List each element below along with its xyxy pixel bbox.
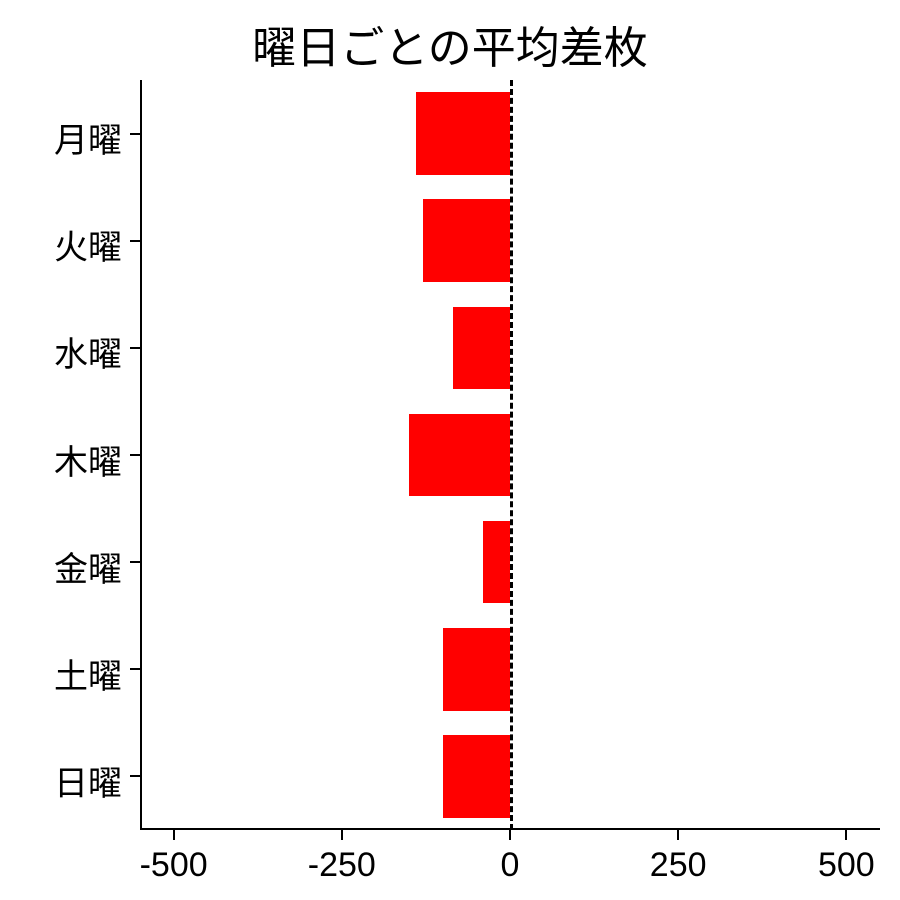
bar — [453, 307, 510, 390]
chart-container: 曜日ごとの平均差枚 月曜火曜水曜木曜金曜土曜日曜-500-2500250500 — [0, 0, 900, 900]
x-tick-label: 500 — [786, 846, 900, 885]
x-tick-label: 250 — [618, 846, 738, 885]
bar — [483, 521, 510, 604]
bar — [423, 199, 510, 282]
plot-area: 月曜火曜水曜木曜金曜土曜日曜-500-2500250500 — [140, 80, 880, 830]
y-tick-label: 水曜 — [2, 327, 122, 376]
x-tick-label: -500 — [114, 846, 234, 885]
y-tick — [130, 454, 140, 456]
bar — [443, 628, 510, 711]
y-tick — [130, 775, 140, 777]
x-tick-label: -250 — [282, 846, 402, 885]
chart-title: 曜日ごとの平均差枚 — [0, 12, 900, 76]
x-tick — [173, 830, 175, 840]
y-tick-label: 金曜 — [2, 542, 122, 591]
y-tick-label: 土曜 — [2, 649, 122, 698]
bar — [409, 414, 510, 497]
y-tick — [130, 561, 140, 563]
zero-line — [510, 80, 513, 830]
bar — [443, 735, 510, 818]
x-tick — [341, 830, 343, 840]
x-tick — [509, 830, 511, 840]
y-tick-label: 月曜 — [2, 113, 122, 162]
y-tick-label: 火曜 — [2, 220, 122, 269]
x-tick — [845, 830, 847, 840]
y-tick-label: 木曜 — [2, 435, 122, 484]
x-tick — [677, 830, 679, 840]
y-tick-label: 日曜 — [2, 756, 122, 805]
y-axis-line — [140, 80, 142, 830]
y-tick — [130, 347, 140, 349]
y-tick — [130, 240, 140, 242]
x-tick-label: 0 — [450, 846, 570, 885]
y-tick — [130, 133, 140, 135]
bar — [416, 92, 510, 175]
y-tick — [130, 668, 140, 670]
